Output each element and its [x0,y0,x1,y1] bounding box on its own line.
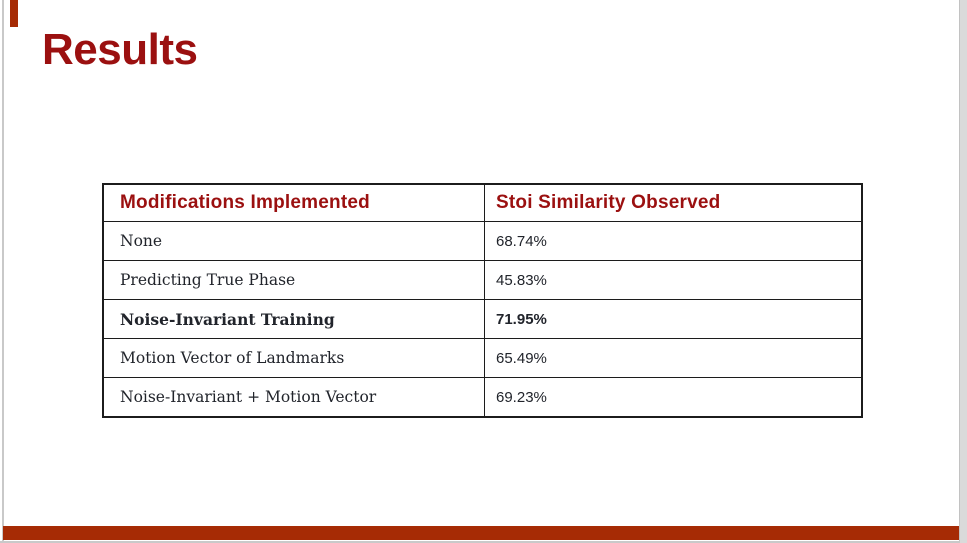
page-edge-right [959,0,967,543]
cell-modification: Motion Vector of Landmarks [120,349,345,367]
table-header-stoi: Stoi Similarity Observed [484,185,861,221]
page-edge-bottom [0,541,960,543]
cell-stoi: 71.95% [484,300,861,338]
table-row-motion-vector: Motion Vector of Landmarks 65.49% [104,338,861,377]
table-row-predicting-true-phase: Predicting True Phase 45.83% [104,260,861,299]
cell-modification: Predicting True Phase [120,271,296,289]
cell-modification: Noise-Invariant + Motion Vector [120,388,377,406]
table-header-row: Modifications Implemented Stoi Similarit… [104,185,861,221]
cell-stoi: 45.83% [484,261,861,299]
top-left-accent-tab [10,0,18,27]
cell-stoi: 65.49% [484,339,861,377]
bottom-accent-bar [3,526,959,540]
table-header-modifications: Modifications Implemented [120,192,370,213]
table-row-none: None 68.74% [104,221,861,260]
cell-modification: None [120,232,163,250]
table-row-noise-invariant-training: Noise-Invariant Training 71.95% [104,299,861,338]
cell-modification: Noise-Invariant Training [120,309,335,329]
slide-title: Results [42,25,198,74]
cell-stoi: 68.74% [484,222,861,260]
results-table: Modifications Implemented Stoi Similarit… [102,183,863,418]
table-row-noise-invariant-plus-motion: Noise-Invariant + Motion Vector 69.23% [104,377,861,416]
cell-stoi: 69.23% [484,378,861,416]
page-edge-left [2,0,4,543]
